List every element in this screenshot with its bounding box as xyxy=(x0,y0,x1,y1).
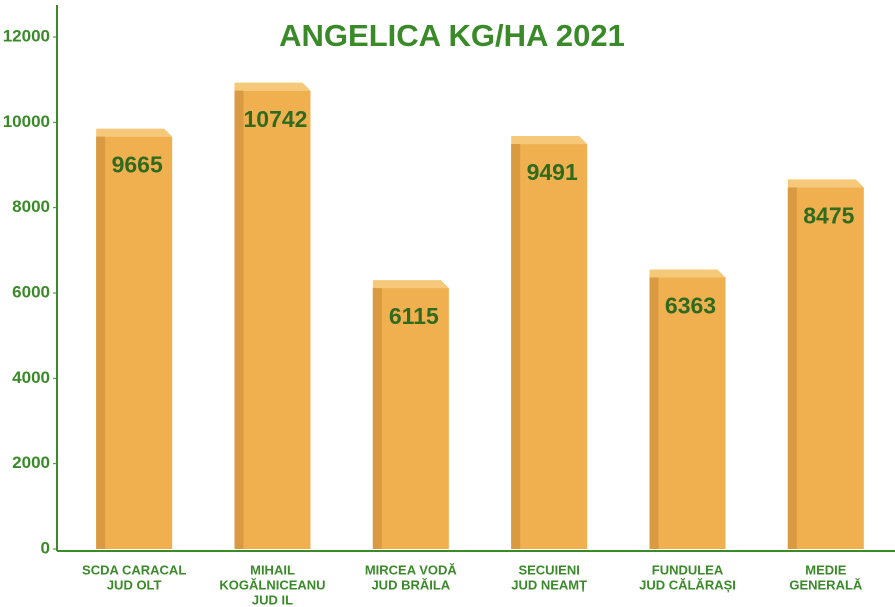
x-tick-label: GENERALĂ xyxy=(789,577,863,592)
y-tick-label: 0 xyxy=(41,538,50,557)
bar-top xyxy=(787,179,864,188)
bar-top xyxy=(372,280,449,289)
bar-top xyxy=(511,136,588,145)
bar-top xyxy=(234,82,311,91)
bar-side xyxy=(372,288,382,549)
bar xyxy=(234,90,311,549)
value-label: 6363 xyxy=(665,293,716,319)
x-tick-label: JUD NEAMȚ xyxy=(511,577,587,592)
x-tick-label: MIHAIL xyxy=(250,562,295,577)
y-tick-label: 6000 xyxy=(12,282,50,301)
x-tick-label: JUD IL xyxy=(252,592,293,607)
x-tick-label: MIRCEA VODĂ xyxy=(365,562,458,577)
bar-side xyxy=(787,187,797,549)
value-label: 9491 xyxy=(527,159,578,185)
bar-top xyxy=(649,269,726,278)
x-tick-label: KOGĂLNICEANU xyxy=(219,577,325,592)
bar-side xyxy=(649,277,659,549)
bar xyxy=(511,144,588,549)
x-tick-label: MEDIE xyxy=(805,562,847,577)
value-label: 9665 xyxy=(112,152,163,178)
y-tick-label: 2000 xyxy=(12,453,50,472)
x-tick-label: FUNDULEA xyxy=(652,562,724,577)
y-tick-label: 12000 xyxy=(3,26,50,45)
value-label: 10742 xyxy=(244,106,308,132)
bar xyxy=(787,187,864,549)
y-tick-label: 4000 xyxy=(12,368,50,387)
y-tick-label: 10000 xyxy=(3,112,50,131)
bar xyxy=(649,277,726,549)
bar-side xyxy=(511,144,521,549)
y-tick-label: 8000 xyxy=(12,197,50,216)
bar-top xyxy=(96,128,173,137)
value-label: 8475 xyxy=(803,202,854,228)
x-tick-label: JUD CĂLĂRAȘI xyxy=(639,577,736,592)
chart-title: ANGELICA KG/HA 2021 xyxy=(279,18,625,53)
x-tick-label: JUD OLT xyxy=(107,577,162,592)
bar-side xyxy=(96,136,106,550)
value-label: 6115 xyxy=(389,303,439,329)
bar-side xyxy=(234,90,244,549)
x-tick-label: SECUIENI xyxy=(518,562,579,577)
bar xyxy=(372,288,449,549)
bar xyxy=(96,136,173,550)
x-tick-label: SCDA CARACAL xyxy=(82,562,186,577)
x-tick-label: JUD BRĂILA xyxy=(371,577,450,592)
